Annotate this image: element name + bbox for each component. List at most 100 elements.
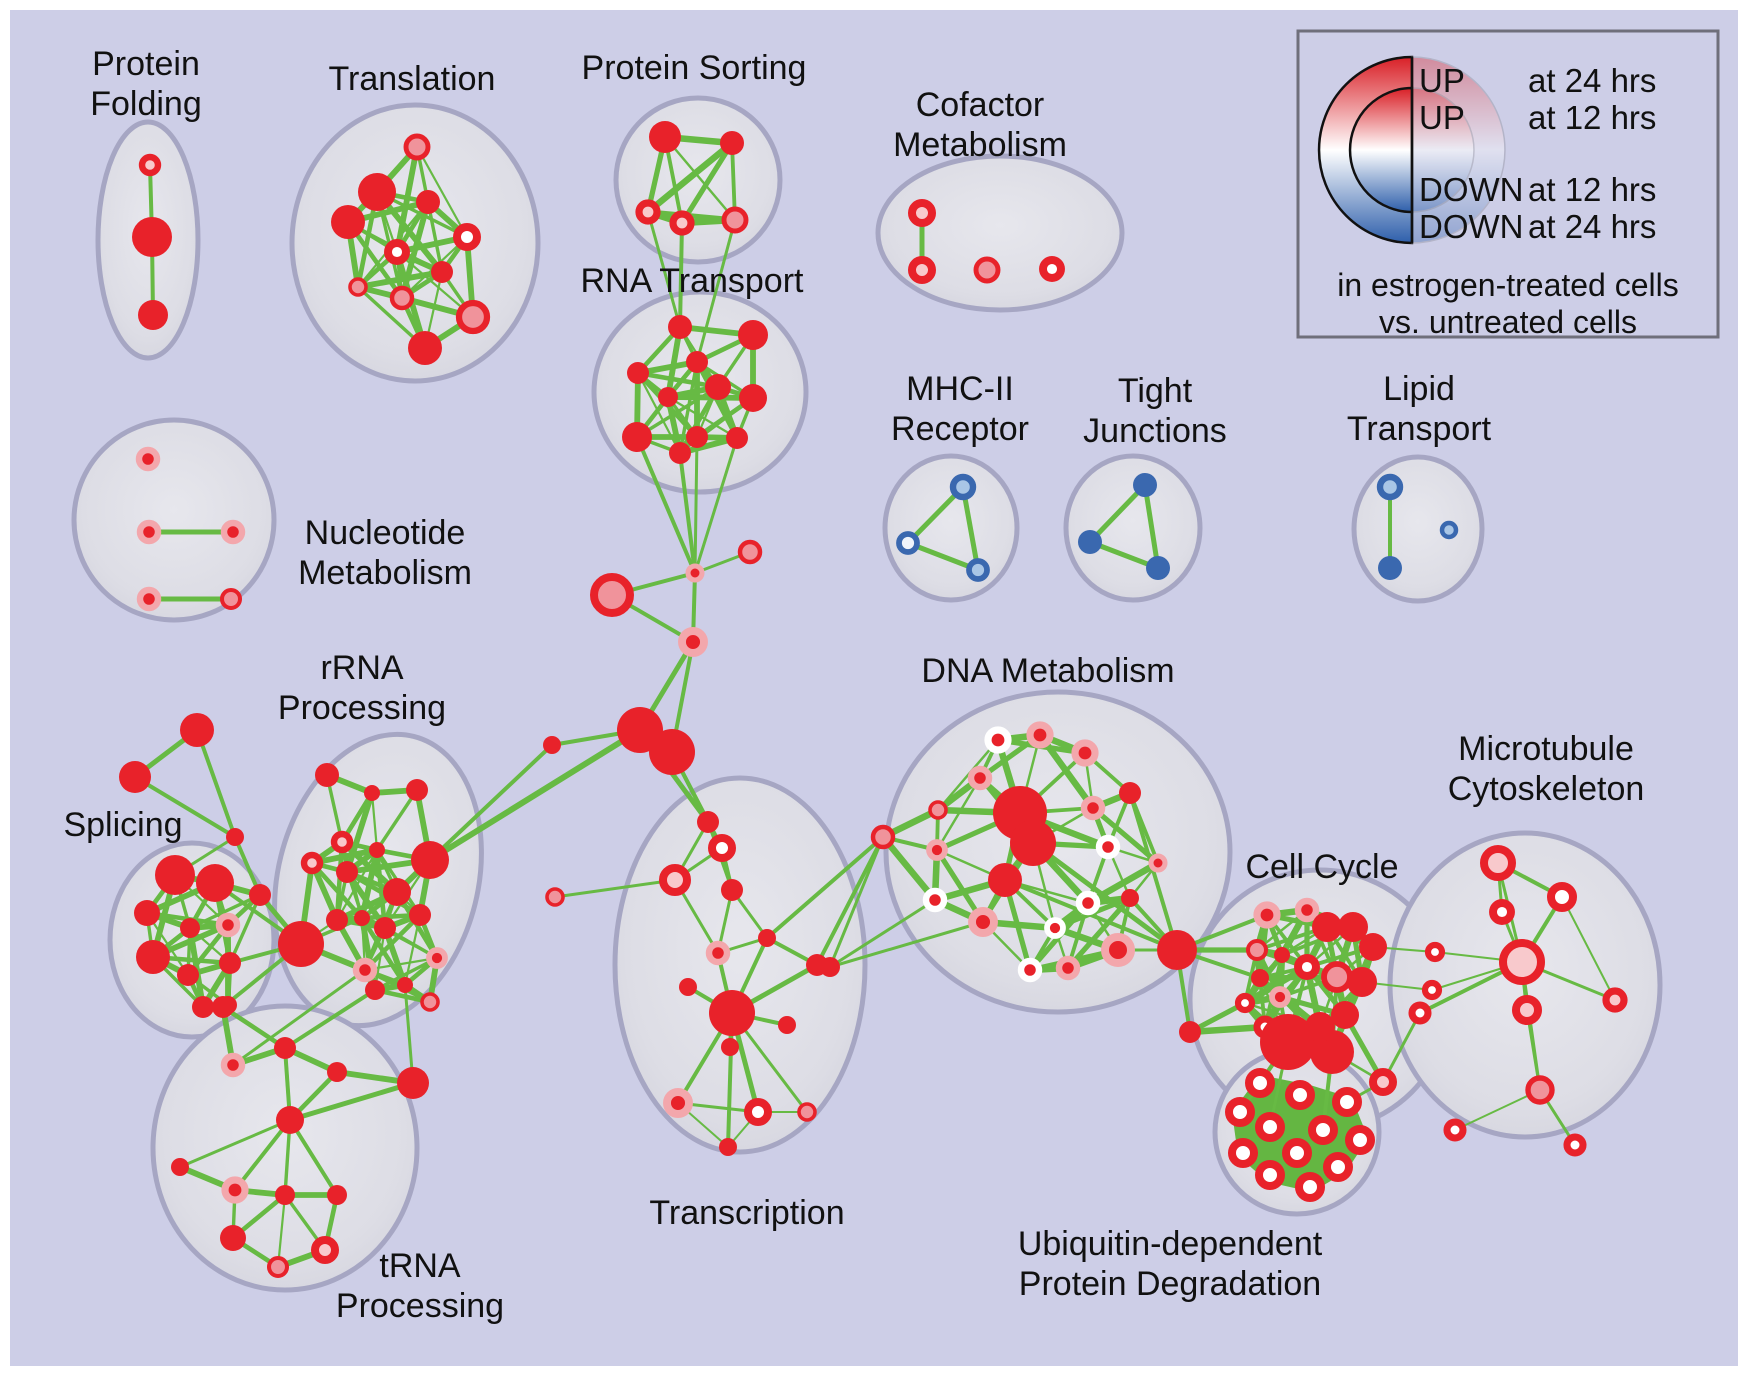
network-node-tr-2[interactable]	[331, 205, 365, 239]
network-node-tn-7[interactable]	[221, 1176, 249, 1204]
network-node-mh-2[interactable]	[966, 558, 990, 582]
network-node-li-2[interactable]	[1439, 520, 1459, 540]
network-node-mh-1[interactable]	[896, 531, 920, 555]
network-node-tr-3[interactable]	[416, 190, 440, 214]
network-node-rr-3[interactable]	[330, 830, 354, 854]
network-node-tc-15[interactable]	[719, 1138, 737, 1156]
network-node-ub-10[interactable]	[1255, 1160, 1285, 1190]
network-node-mt-9[interactable]	[1525, 1075, 1555, 1105]
network-node-cc-20[interactable]	[1369, 1068, 1397, 1096]
network-node-tn-12[interactable]	[266, 1255, 290, 1279]
network-node-tc-0[interactable]	[697, 811, 719, 833]
network-node-cc-13[interactable]	[1234, 992, 1256, 1014]
network-node-li-0[interactable]	[1376, 473, 1404, 501]
network-node-cc-12[interactable]	[1269, 986, 1291, 1008]
network-node-tc-1[interactable]	[708, 834, 736, 862]
network-node-sp-0[interactable]	[155, 855, 195, 895]
network-node-rr-15[interactable]	[365, 980, 385, 1000]
network-node-tg-2[interactable]	[226, 828, 244, 846]
network-node-ps-1[interactable]	[720, 131, 744, 155]
network-node-dn-20[interactable]	[1101, 933, 1135, 967]
network-node-ub-6[interactable]	[1345, 1125, 1375, 1155]
network-node-tc-9[interactable]	[709, 990, 755, 1036]
network-node-ce-2[interactable]	[590, 573, 634, 617]
network-node-mt-7[interactable]	[1512, 995, 1542, 1025]
network-node-cf-1[interactable]	[908, 256, 936, 284]
network-node-tr-1[interactable]	[358, 173, 396, 211]
network-node-tn-11[interactable]	[311, 1236, 339, 1264]
network-node-rt-3[interactable]	[686, 351, 708, 373]
network-node-ub-3[interactable]	[1225, 1097, 1255, 1127]
network-node-tn-9[interactable]	[327, 1185, 347, 1205]
network-node-ub-7[interactable]	[1228, 1138, 1258, 1168]
network-node-tc-4[interactable]	[721, 879, 743, 901]
network-node-cc-17[interactable]	[1305, 1012, 1335, 1042]
network-node-ps-3[interactable]	[669, 210, 695, 236]
network-node-rt-5[interactable]	[658, 387, 678, 407]
network-node-tc-5[interactable]	[758, 929, 776, 947]
network-node-cc-9[interactable]	[1321, 961, 1353, 993]
network-node-dn-15[interactable]	[1044, 917, 1066, 939]
network-node-dn-12[interactable]	[988, 863, 1022, 897]
network-node-sp-3[interactable]	[180, 918, 200, 938]
network-node-tn-2[interactable]	[274, 1037, 296, 1059]
network-node-rr-12[interactable]	[409, 904, 431, 926]
network-node-tn-1[interactable]	[220, 1052, 246, 1078]
network-node-ub-9[interactable]	[1323, 1152, 1353, 1182]
network-node-rt-6[interactable]	[739, 384, 767, 412]
network-node-ce-3[interactable]	[678, 627, 708, 657]
network-node-mt-1[interactable]	[1547, 882, 1577, 912]
network-node-tn-4[interactable]	[397, 1067, 429, 1099]
network-node-dn-7[interactable]	[1080, 795, 1106, 821]
network-node-sp-2[interactable]	[134, 900, 160, 926]
network-node-li-1[interactable]	[1378, 556, 1402, 580]
network-node-rt-2[interactable]	[627, 362, 649, 384]
network-node-dn-16[interactable]	[1075, 890, 1101, 916]
network-node-dn-11[interactable]	[1010, 820, 1056, 866]
network-node-cf-0[interactable]	[908, 199, 936, 227]
network-node-tc-2[interactable]	[659, 864, 691, 896]
network-node-nu-0[interactable]	[135, 446, 161, 472]
network-node-rt-7[interactable]	[622, 422, 652, 452]
network-node-rr-18[interactable]	[426, 947, 448, 969]
network-node-mt-5[interactable]	[1408, 1001, 1432, 1025]
network-node-mt-3[interactable]	[1424, 941, 1446, 963]
network-node-tc-13[interactable]	[744, 1098, 772, 1126]
network-node-cc-0[interactable]	[1157, 930, 1197, 970]
network-node-dn-6[interactable]	[1119, 782, 1141, 804]
network-node-rr-16[interactable]	[397, 977, 413, 993]
network-node-tn-5[interactable]	[276, 1106, 304, 1134]
network-node-cc-7[interactable]	[1274, 947, 1290, 963]
network-node-tn-0[interactable]	[212, 996, 234, 1018]
network-node-sp-4[interactable]	[215, 912, 241, 938]
network-node-dn-9[interactable]	[1095, 834, 1121, 860]
network-node-ub-11[interactable]	[1295, 1172, 1325, 1202]
network-node-rr-14[interactable]	[352, 957, 378, 983]
network-node-rt-8[interactable]	[686, 426, 708, 448]
network-node-rr-7[interactable]	[411, 841, 449, 879]
network-node-cc-18[interactable]	[1331, 1001, 1359, 1029]
network-node-ce-4[interactable]	[543, 736, 561, 754]
network-node-rt-0[interactable]	[668, 315, 692, 339]
network-node-cc-3[interactable]	[1312, 912, 1342, 942]
network-node-rr-0[interactable]	[315, 763, 339, 787]
network-node-cc-10[interactable]	[1347, 967, 1377, 997]
network-node-mt-11[interactable]	[1443, 1118, 1467, 1142]
network-node-cf-2[interactable]	[973, 256, 1001, 284]
network-node-dn-5[interactable]	[928, 800, 948, 820]
network-node-tr-8[interactable]	[389, 285, 415, 311]
network-node-mt-8[interactable]	[1602, 987, 1628, 1013]
network-node-rr-13[interactable]	[278, 921, 324, 967]
network-node-ce-5[interactable]	[617, 707, 663, 753]
network-node-rr-2[interactable]	[406, 779, 428, 801]
network-node-nu-1[interactable]	[136, 519, 162, 545]
network-node-cc-4[interactable]	[1338, 912, 1368, 942]
network-node-sp-8[interactable]	[192, 996, 214, 1018]
network-node-rr-11[interactable]	[374, 917, 396, 939]
network-node-tg-0[interactable]	[180, 713, 214, 747]
network-node-tj-0[interactable]	[1133, 473, 1157, 497]
network-node-tc-6[interactable]	[705, 940, 731, 966]
network-node-dn-18[interactable]	[1017, 957, 1043, 983]
network-node-ce-1[interactable]	[737, 539, 763, 565]
network-node-dn-22[interactable]	[820, 957, 840, 977]
